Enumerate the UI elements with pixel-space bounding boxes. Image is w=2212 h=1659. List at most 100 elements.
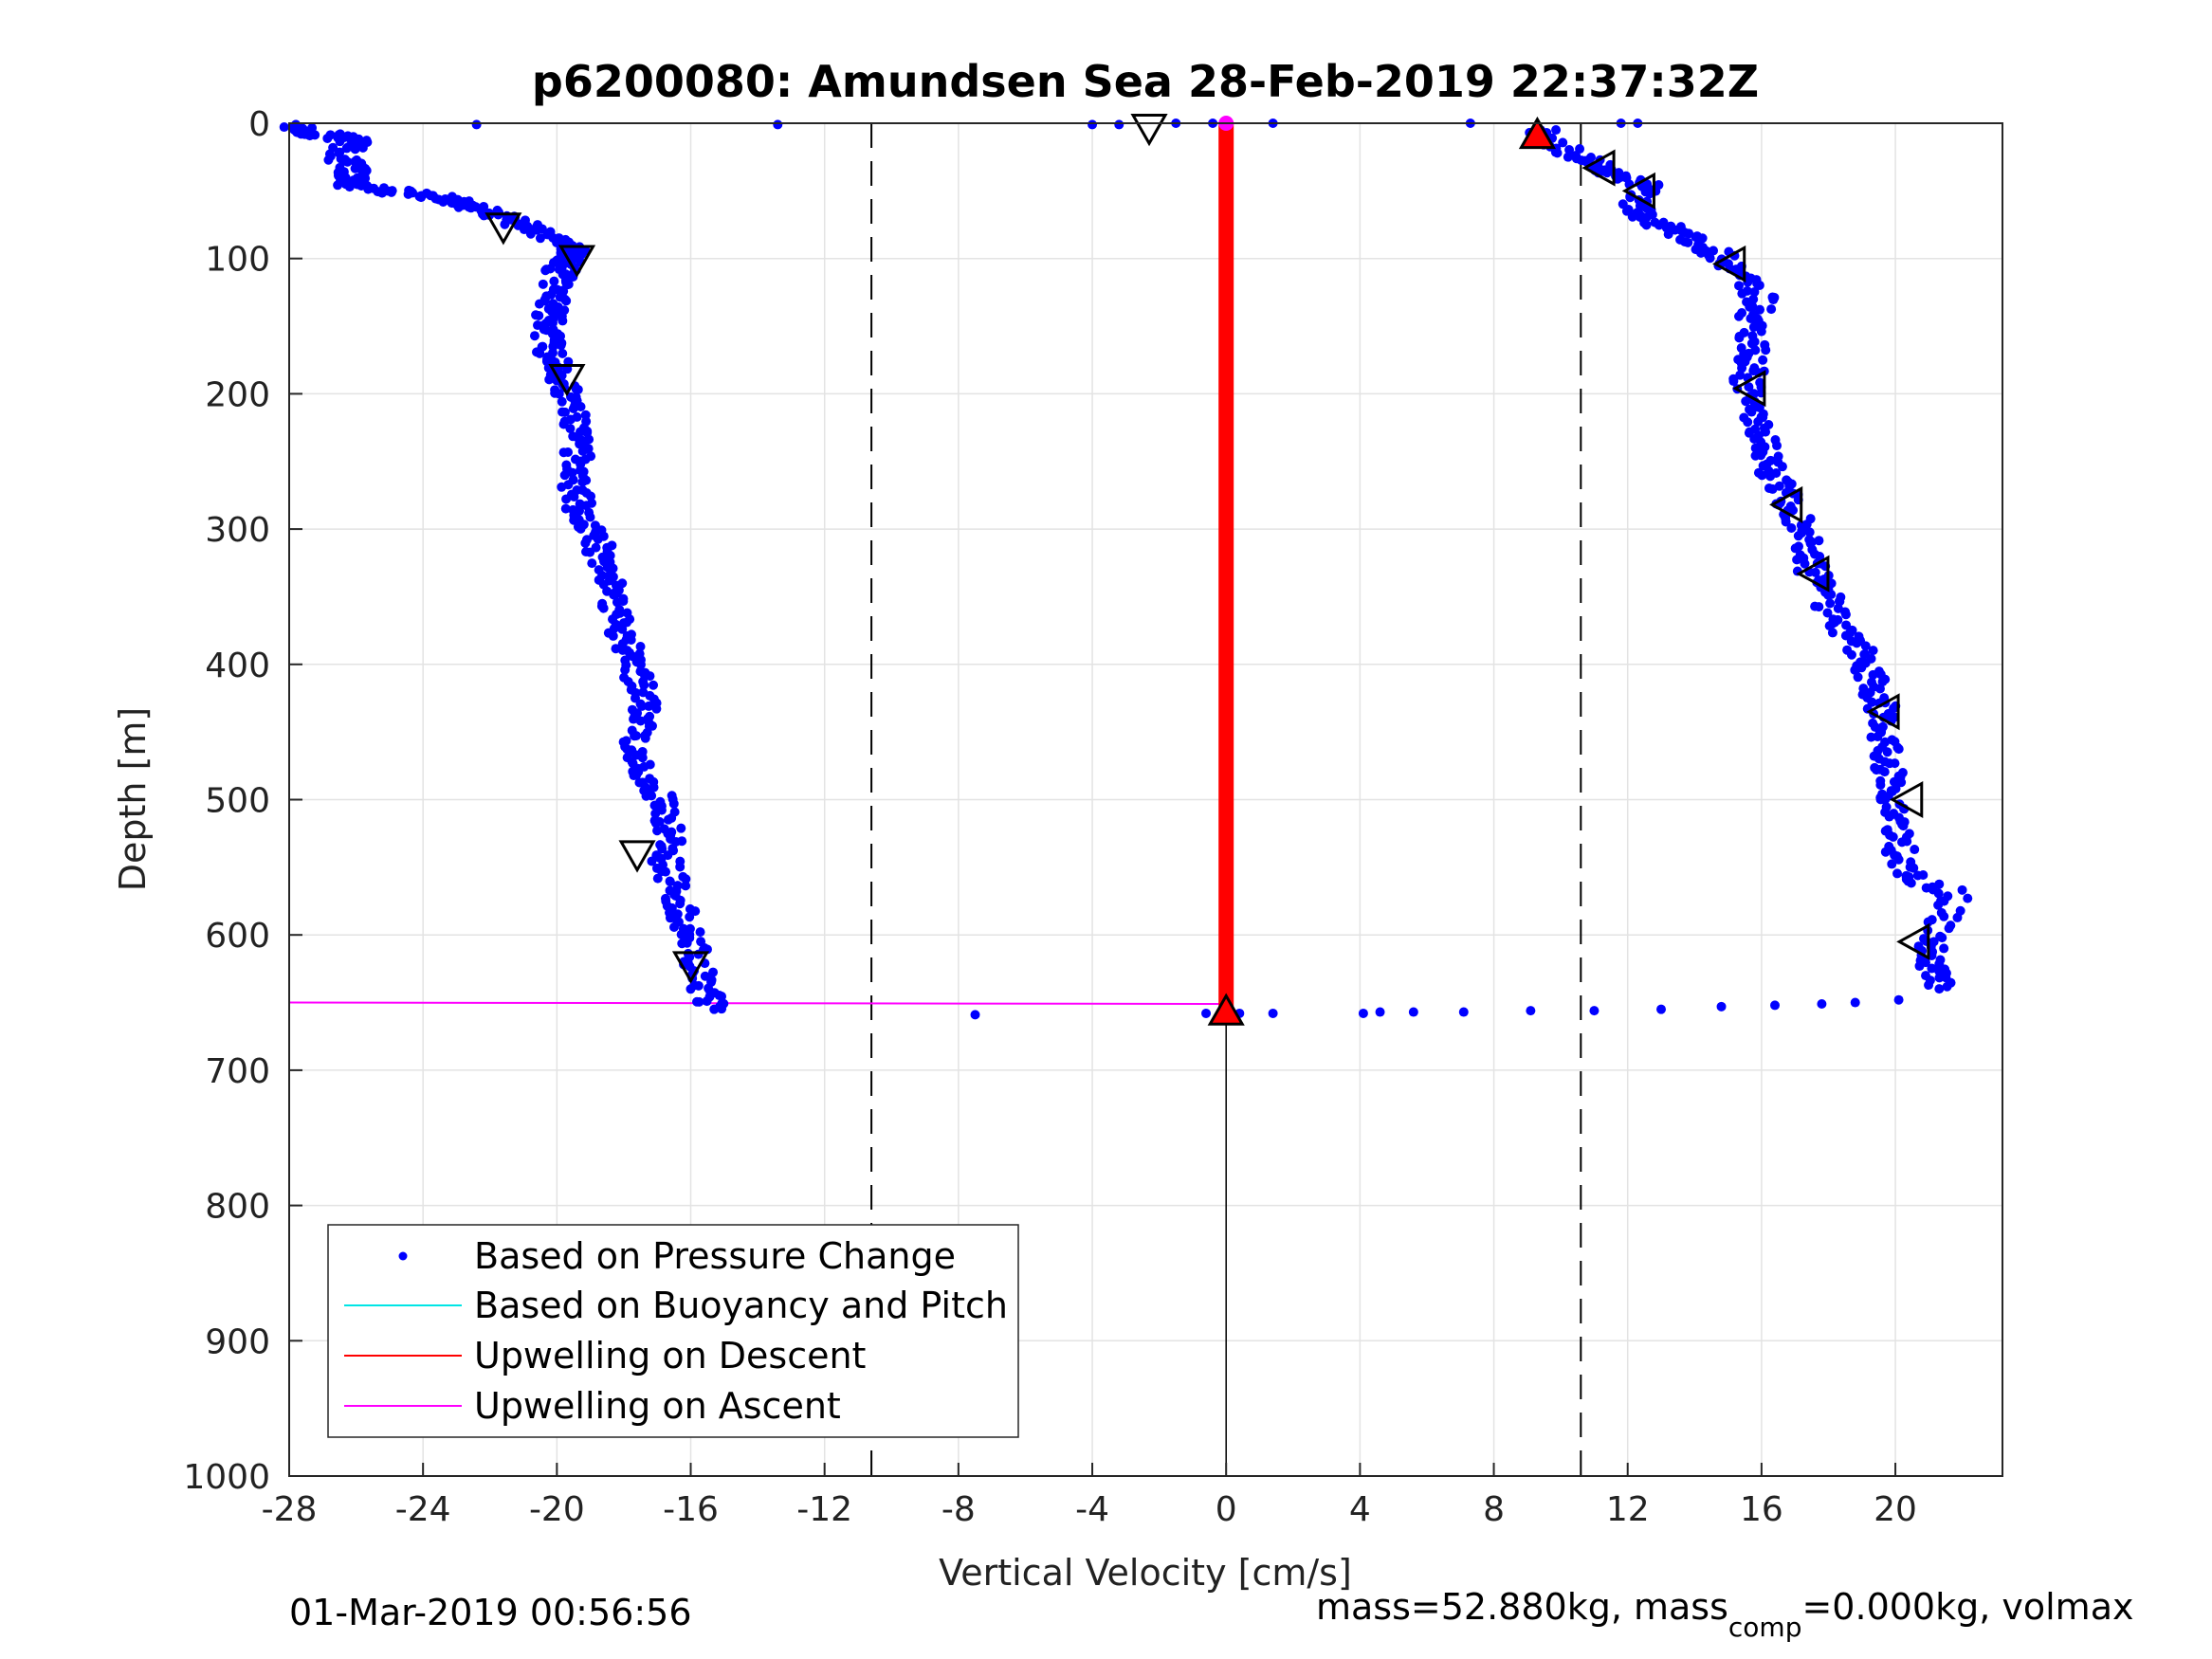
data-point bbox=[668, 798, 679, 809]
data-point bbox=[1866, 677, 1876, 687]
data-point bbox=[686, 984, 696, 994]
data-point bbox=[323, 155, 334, 165]
data-point bbox=[1734, 281, 1745, 291]
data-point bbox=[647, 856, 657, 866]
footer-mass-sub: comp bbox=[1728, 1612, 1802, 1643]
data-point bbox=[669, 922, 680, 933]
data-point bbox=[1736, 343, 1746, 354]
data-point bbox=[529, 331, 539, 341]
data-point bbox=[1749, 286, 1760, 297]
data-point bbox=[1088, 119, 1098, 130]
data-point bbox=[464, 202, 474, 212]
descent-triangle-marker bbox=[671, 951, 710, 984]
y-tick-label: 300 bbox=[205, 511, 270, 550]
data-point bbox=[585, 547, 595, 557]
data-point bbox=[635, 716, 646, 726]
legend-box bbox=[327, 1224, 1019, 1438]
data-point bbox=[1782, 475, 1792, 485]
data-point bbox=[1684, 228, 1694, 239]
data-point bbox=[1856, 657, 1866, 667]
triangle-markers bbox=[484, 114, 1930, 1026]
data-point bbox=[629, 714, 639, 724]
data-point bbox=[656, 866, 667, 877]
data-point bbox=[1833, 614, 1843, 625]
x-tick-label: 20 bbox=[1874, 1490, 1917, 1529]
data-point bbox=[641, 791, 651, 801]
data-point bbox=[279, 122, 289, 133]
data-point bbox=[556, 340, 566, 351]
data-point bbox=[1879, 693, 1890, 703]
data-point bbox=[1825, 598, 1836, 609]
data-point bbox=[291, 119, 302, 130]
data-point bbox=[1921, 971, 1931, 981]
data-point bbox=[1268, 1008, 1278, 1018]
data-point bbox=[1913, 941, 1924, 952]
ascent-triangle-marker bbox=[1896, 922, 1930, 960]
data-point bbox=[1874, 666, 1884, 677]
data-point bbox=[1858, 684, 1869, 694]
data-point bbox=[535, 348, 545, 358]
data-point bbox=[676, 823, 686, 833]
data-point bbox=[568, 404, 578, 414]
data-point bbox=[1575, 144, 1585, 155]
data-point bbox=[1773, 451, 1783, 462]
data-point bbox=[681, 881, 691, 891]
data-point bbox=[1739, 327, 1749, 337]
data-point bbox=[304, 131, 315, 141]
data-point bbox=[585, 512, 595, 522]
data-point bbox=[471, 119, 482, 130]
data-point bbox=[322, 133, 333, 143]
ascent-triangle-marker bbox=[1621, 172, 1655, 210]
data-point bbox=[1935, 931, 1946, 941]
ascent-triangle-marker bbox=[1866, 693, 1900, 731]
ascent-triangle-marker bbox=[1890, 780, 1924, 819]
data-point bbox=[1614, 168, 1624, 178]
y-tick-label: 500 bbox=[205, 782, 270, 821]
data-point bbox=[1910, 845, 1920, 855]
data-point bbox=[1919, 934, 1929, 944]
data-point bbox=[1906, 857, 1916, 867]
data-point bbox=[1868, 718, 1878, 728]
x-axis-ticks: -28 -24 -20 -16 -12 -8 -4 0 4 8 12 16 20 bbox=[262, 1463, 1917, 1529]
data-point bbox=[426, 191, 436, 201]
data-point bbox=[296, 129, 306, 139]
data-point bbox=[1936, 896, 1947, 906]
data-point bbox=[1935, 955, 1946, 965]
data-point bbox=[714, 991, 724, 1001]
data-point bbox=[569, 492, 579, 502]
data-point bbox=[1860, 649, 1871, 660]
x-tick-label: -4 bbox=[1075, 1490, 1109, 1529]
data-point bbox=[1884, 841, 1894, 851]
data-point bbox=[453, 202, 464, 212]
data-point bbox=[1853, 672, 1863, 683]
data-point bbox=[1408, 1007, 1418, 1017]
legend: Based on Pressure Change Based on Buoyan… bbox=[327, 1224, 1019, 1438]
descent-triangle-marker bbox=[484, 212, 522, 246]
data-point bbox=[598, 603, 609, 613]
data-point bbox=[709, 1004, 720, 1014]
data-point bbox=[620, 665, 631, 675]
legend-entry-descent: Upwelling on Descent bbox=[474, 1335, 866, 1376]
data-point bbox=[386, 187, 396, 197]
data-point bbox=[1870, 762, 1880, 773]
data-point bbox=[581, 501, 592, 511]
data-point bbox=[540, 265, 551, 276]
legend-swatch-pressure bbox=[398, 1251, 408, 1261]
data-point bbox=[1934, 879, 1945, 889]
data-point bbox=[1750, 424, 1761, 434]
data-point bbox=[631, 770, 642, 780]
data-point bbox=[1817, 998, 1827, 1009]
data-point bbox=[558, 447, 569, 458]
data-point bbox=[333, 180, 343, 191]
ascent-triangle-marker bbox=[1732, 370, 1766, 408]
x-tick-label: -24 bbox=[395, 1490, 451, 1529]
x-tick-label: 8 bbox=[1483, 1490, 1505, 1529]
footer-mass-pre: mass=52.880kg, mass bbox=[1316, 1586, 1728, 1628]
data-point bbox=[576, 523, 586, 534]
data-point bbox=[1737, 308, 1747, 319]
data-point bbox=[357, 142, 368, 153]
data-point bbox=[1766, 304, 1777, 315]
data-point bbox=[1618, 199, 1628, 210]
data-point bbox=[344, 182, 355, 192]
data-point bbox=[1114, 119, 1124, 130]
